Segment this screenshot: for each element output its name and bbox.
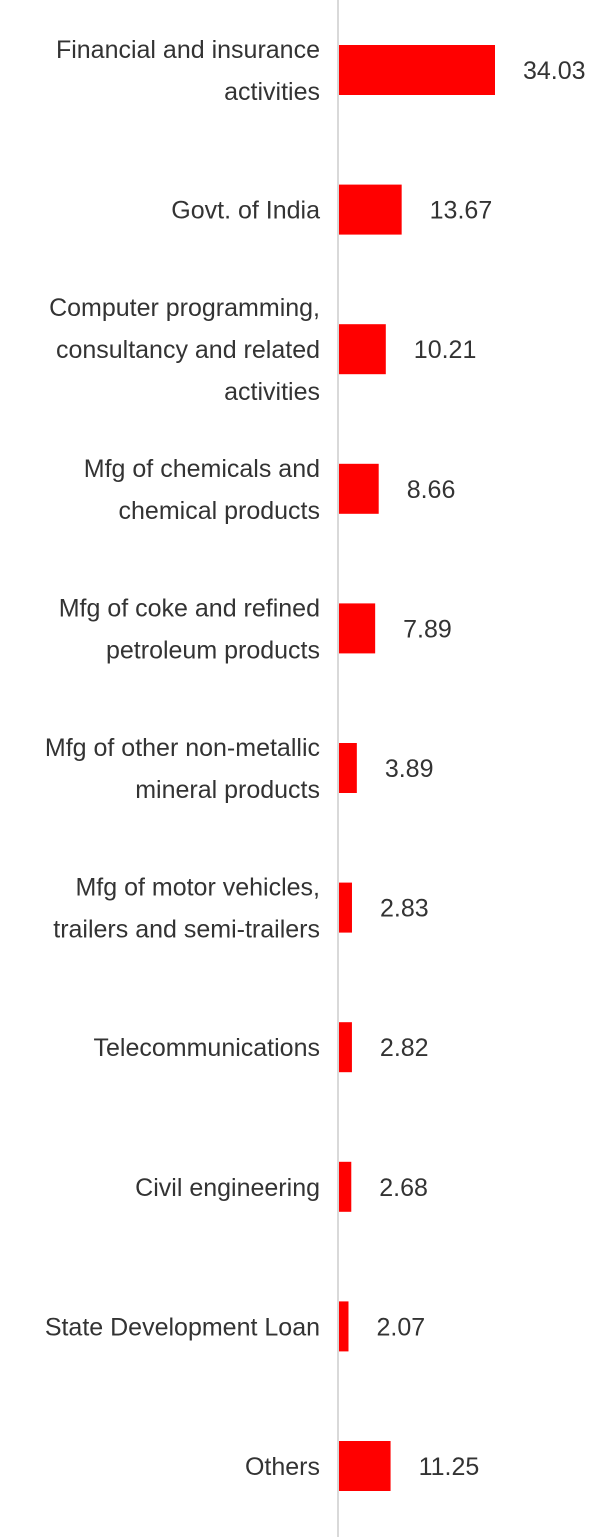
bar: [339, 463, 379, 514]
bar: [339, 45, 495, 95]
bar: [339, 882, 352, 933]
category-label: Telecommunications: [94, 1034, 321, 1062]
category-label-line: activities: [224, 378, 320, 406]
bar: [339, 184, 402, 235]
bar: [339, 1161, 352, 1212]
category-label-line: Mfg of motor vehicles,: [75, 874, 320, 902]
category-label-line: Others: [245, 1453, 320, 1481]
bar: [339, 743, 357, 793]
category-label: Mfg of motor vehicles, trailers and semi-…: [53, 874, 320, 944]
category-label-line: Mfg of coke and refined: [59, 594, 320, 622]
data-label: 2.07: [376, 1313, 425, 1341]
bar: [339, 1441, 391, 1491]
category-label: State Development Loan: [45, 1313, 320, 1341]
bar: [339, 1301, 349, 1352]
category-label: Others: [245, 1453, 320, 1481]
category-label-line: chemical products: [119, 497, 320, 525]
category-label-line: Financial and insurance: [56, 36, 320, 64]
category-label: Computer programming, consultancy and rel…: [49, 294, 320, 406]
category-label: Civil engineering: [135, 1174, 320, 1202]
category-label-line: activities: [224, 78, 320, 106]
category-label-line: trailers and semi-trailers: [53, 916, 320, 944]
bars-layer: 34.03 Financial and insurance activities 13…: [45, 36, 586, 1491]
category-label-line: Mfg of other non-metallic: [45, 734, 320, 762]
category-label: Mfg of coke and refined petroleum product…: [59, 594, 320, 664]
bar: [339, 324, 386, 375]
data-label: 2.82: [380, 1034, 429, 1062]
category-label: Mfg of chemicals and chemical products: [84, 455, 320, 525]
category-label-line: Civil engineering: [135, 1174, 320, 1202]
data-label: 10.21: [414, 336, 477, 364]
category-label: Financial and insurance activities: [56, 36, 320, 106]
category-label-line: Computer programming,: [49, 294, 320, 322]
data-label: 11.25: [419, 1453, 480, 1481]
bar: [339, 603, 376, 654]
category-label-line: petroleum products: [106, 636, 320, 664]
bar: [339, 1022, 352, 1073]
data-label: 7.89: [403, 615, 452, 643]
category-label-line: consultancy and related: [56, 336, 320, 364]
category-label: Mfg of other non-metallic mineral product…: [45, 734, 320, 804]
category-label-line: Telecommunications: [94, 1034, 321, 1062]
category-label-line: mineral products: [135, 776, 320, 804]
data-label: 3.89: [385, 755, 434, 783]
category-label-line: Govt. of India: [171, 197, 320, 225]
category-label-line: Mfg of chemicals and: [84, 455, 320, 483]
data-label: 2.68: [379, 1174, 428, 1202]
data-label: 13.67: [430, 197, 493, 225]
category-label: Govt. of India: [171, 197, 320, 225]
data-label: 34.03: [523, 57, 586, 85]
data-label: 8.66: [407, 476, 456, 504]
category-label-line: State Development Loan: [45, 1313, 320, 1341]
data-label: 2.83: [380, 895, 429, 923]
